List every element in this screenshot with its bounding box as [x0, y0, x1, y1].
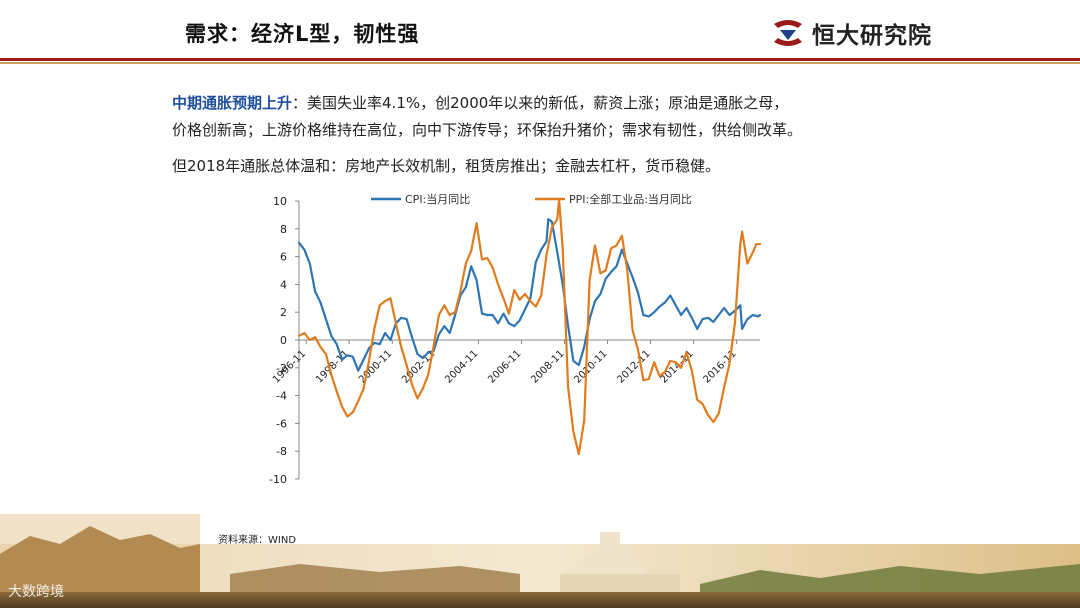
- x-tick-label: 2002-11: [400, 348, 437, 385]
- page-title: 需求：经济L型，韧性强: [185, 22, 420, 46]
- x-tick-label: 2006-11: [486, 348, 523, 385]
- x-tick-label: 2004-11: [443, 348, 480, 385]
- footer-panorama: [0, 514, 1080, 608]
- source-note: 资料来源：WIND: [218, 535, 297, 546]
- paragraph-3: 但2018年通胀总体温和：房地产长效机制，租赁房推出；金融去杠杆，货币稳健。: [172, 157, 721, 175]
- y-tick-label: -6: [276, 417, 287, 430]
- brand-logo: 恒大研究院: [770, 16, 932, 50]
- logo-text: 恒大研究院: [812, 23, 932, 49]
- series-line-cpi: [297, 218, 762, 372]
- x-tick-label: 2010-11: [572, 348, 609, 385]
- y-tick-label: 6: [280, 251, 287, 264]
- logo-emblem-icon: [774, 20, 802, 46]
- watermark: 大数跨境: [8, 584, 64, 600]
- legend-label: CPI:当月同比: [405, 192, 470, 206]
- paragraph-2: 价格创新高；上游价格维持在高位，向中下游传导；环保抬升猪价；需求有韧性，供给侧改…: [172, 121, 803, 139]
- series-line-ppi: [297, 198, 762, 456]
- paragraph-1-text: ：美国失业率4.1%，创2000年以来的新低，薪资上涨；原油是通胀之母，: [292, 94, 789, 112]
- paragraph-lead: 中期通胀预期上升: [172, 94, 293, 112]
- x-tick-label: 2012-11: [615, 348, 652, 385]
- header-rule: [0, 58, 1080, 61]
- y-tick-label: -4: [276, 390, 287, 403]
- y-tick-label: -2: [276, 362, 287, 375]
- y-tick-label: 8: [280, 223, 287, 236]
- y-tick-label: 2: [280, 306, 287, 319]
- header-rule-gold: [0, 62, 1080, 64]
- y-tick-label: 10: [273, 195, 287, 208]
- y-tick-label: 0: [280, 334, 287, 347]
- x-tick-label: 1996-11: [271, 348, 308, 385]
- y-tick-label: 4: [280, 278, 287, 291]
- x-tick-label: 2000-11: [357, 348, 394, 385]
- legend-label: PPI:全部工业品:当月同比: [569, 192, 692, 206]
- x-tick-label: 2014-11: [658, 348, 695, 385]
- y-tick-label: -10: [269, 473, 287, 486]
- x-tick-label: 2008-11: [529, 348, 566, 385]
- paragraph-1: 中期通胀预期上升：美国失业率4.1%，创2000年以来的新低，薪资上涨；原油是通…: [172, 90, 788, 116]
- x-tick-label: 1998-11: [314, 348, 351, 385]
- x-tick-label: 2016-11: [701, 348, 738, 385]
- y-tick-label: -8: [276, 445, 287, 458]
